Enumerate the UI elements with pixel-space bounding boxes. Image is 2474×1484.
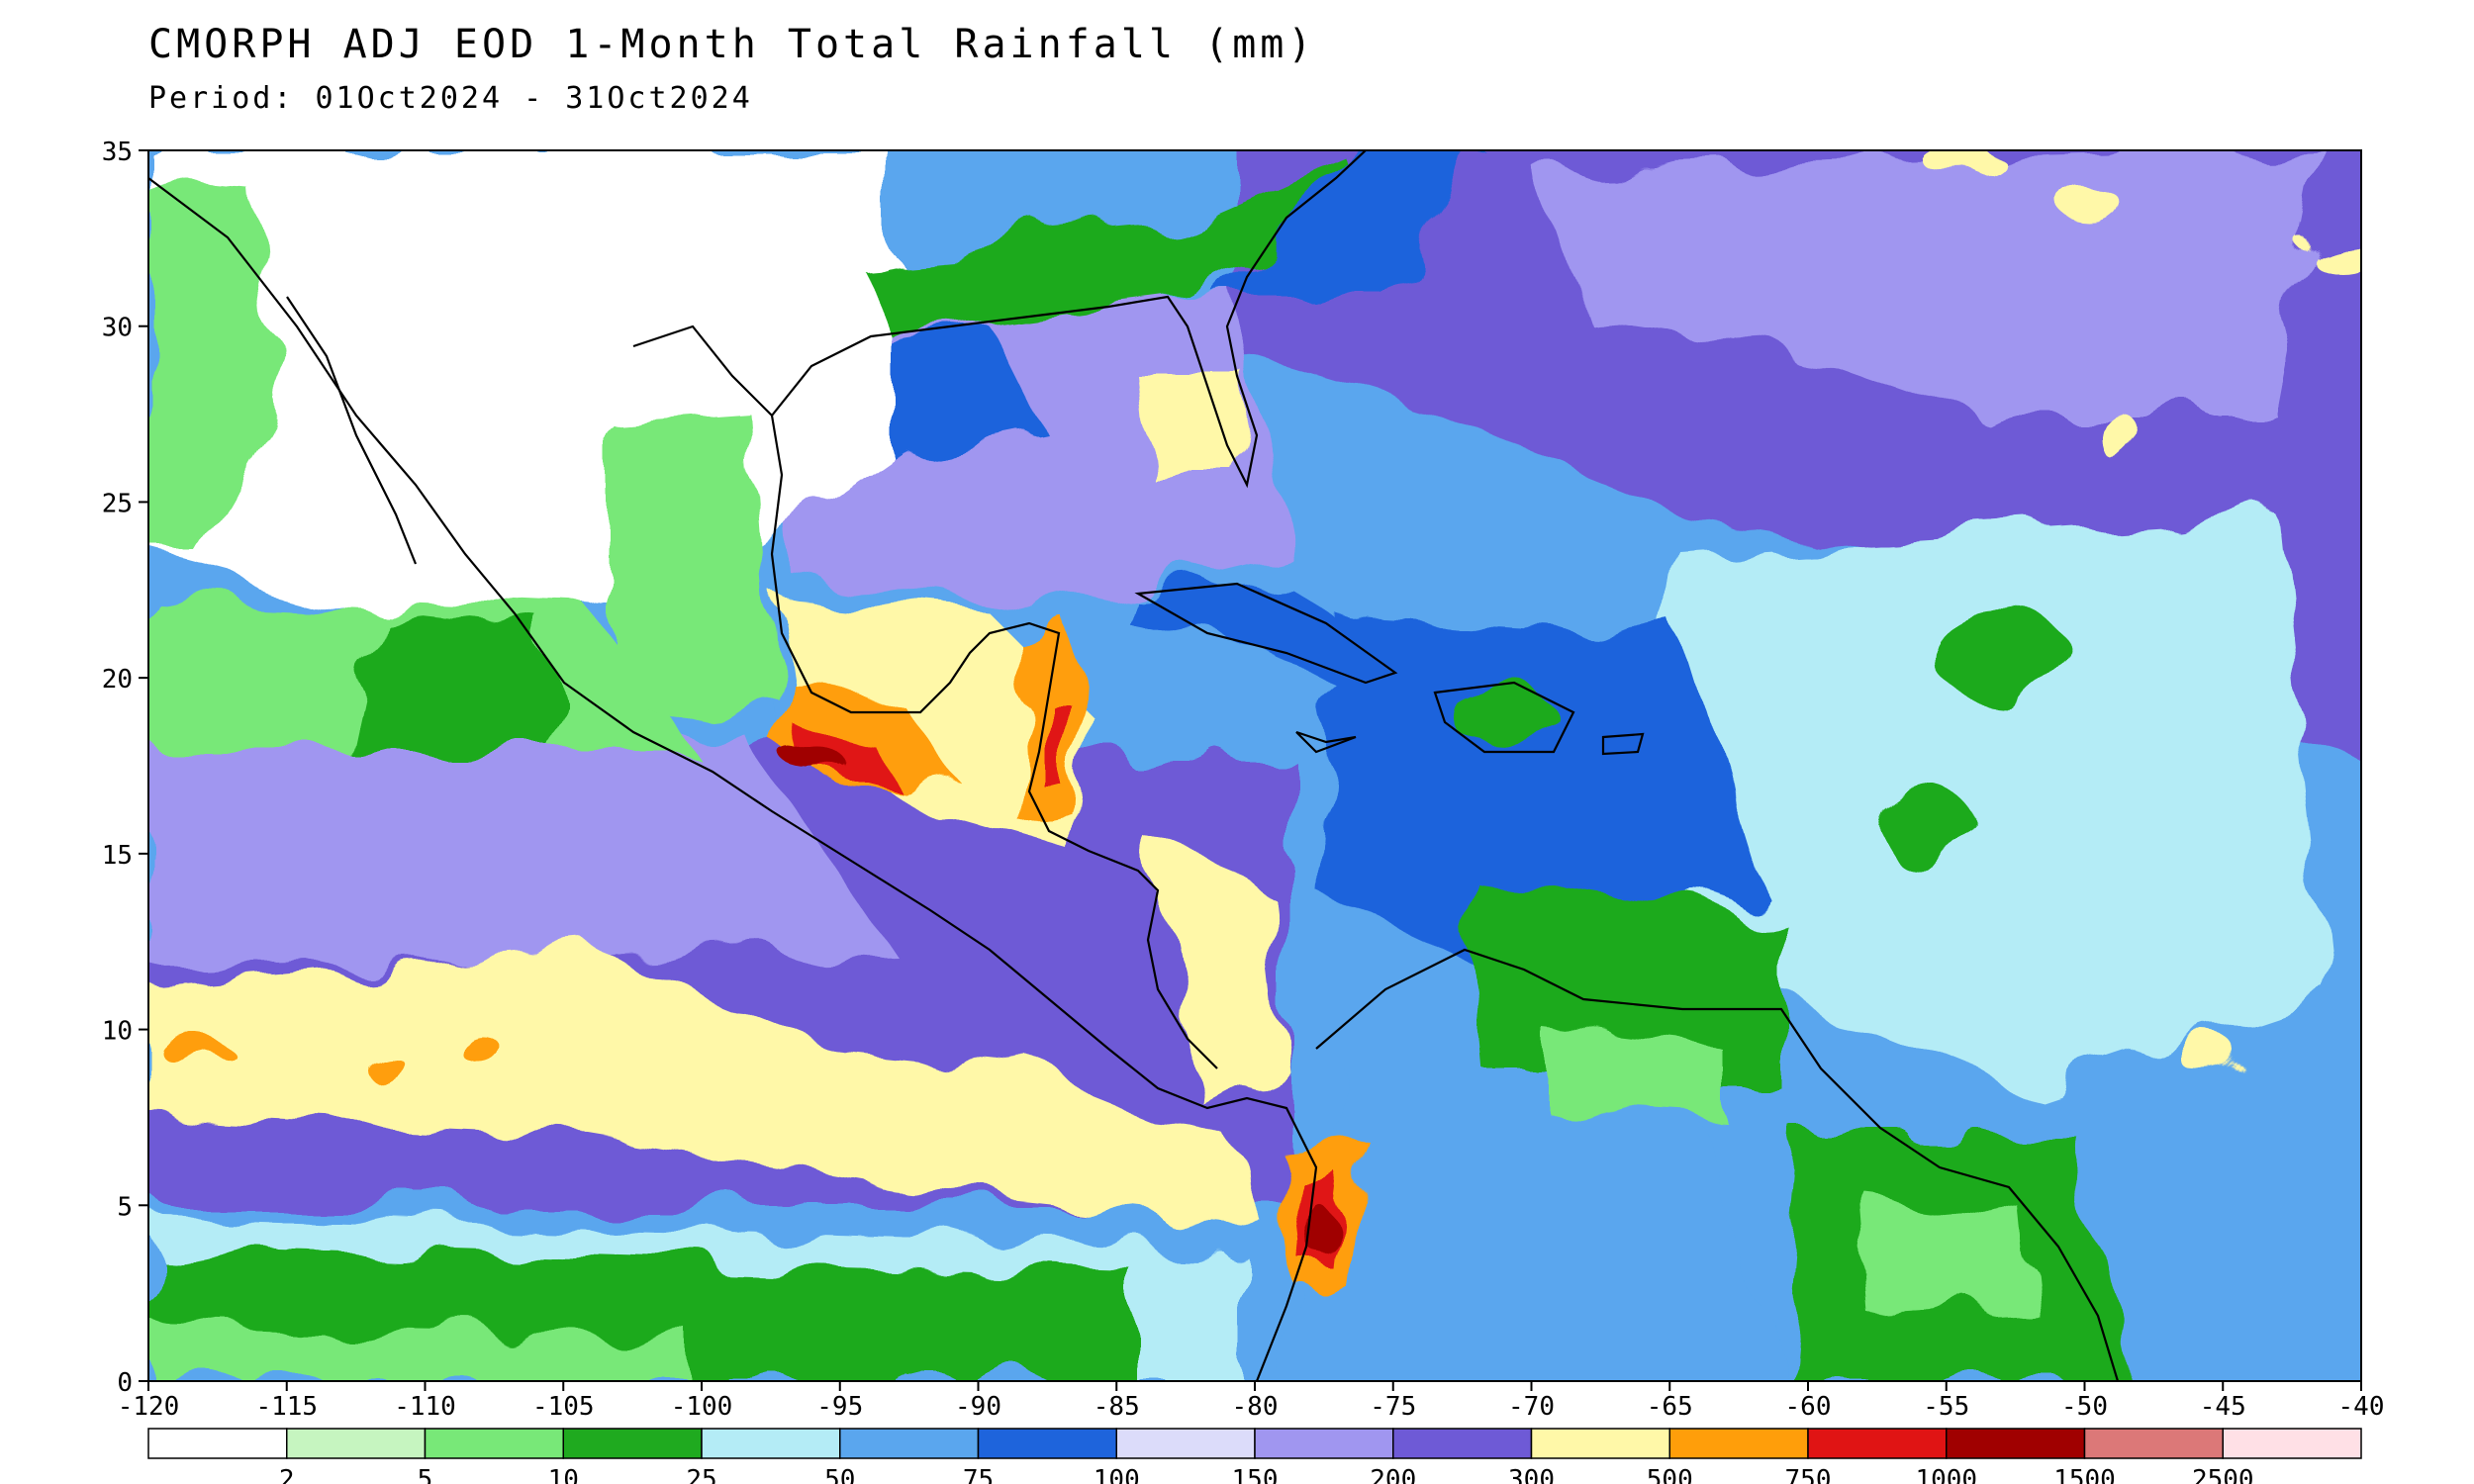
legend-swatch bbox=[147, 1428, 288, 1459]
lat-tick-label: 25 bbox=[102, 489, 133, 518]
legend-swatch bbox=[1254, 1428, 1394, 1459]
lon-tick-label: -75 bbox=[1370, 1392, 1416, 1422]
lat-tick-label: 30 bbox=[102, 314, 133, 343]
lon-tick-label: -105 bbox=[532, 1392, 595, 1422]
lon-tick-label: -60 bbox=[1785, 1392, 1832, 1422]
legend-swatch bbox=[1115, 1428, 1256, 1459]
lon-tick-label: -120 bbox=[118, 1392, 180, 1422]
latitude-axis: 0 5 10 15 20 25 30 35 bbox=[102, 138, 148, 1398]
lon-tick-label: -100 bbox=[671, 1392, 733, 1422]
lon-tick-label: -80 bbox=[1232, 1392, 1279, 1422]
legend-label: 200 bbox=[1370, 1465, 1416, 1484]
legend-swatch bbox=[1946, 1428, 2086, 1459]
lon-tick-label: -50 bbox=[2061, 1392, 2108, 1422]
legend-swatch bbox=[2222, 1428, 2362, 1459]
legend-swatch bbox=[839, 1428, 980, 1459]
lon-tick-label: -70 bbox=[1508, 1392, 1555, 1422]
rainfall-legend: 2 5 10 25 50 75 100 150 200 300 500 750 1000 1500 2500 bbox=[147, 1428, 2362, 1484]
legend-label: 150 bbox=[1232, 1465, 1279, 1484]
lat-tick-label: 10 bbox=[102, 1017, 133, 1047]
legend-label: 50 bbox=[824, 1465, 855, 1484]
legend-swatch bbox=[1392, 1428, 1533, 1459]
lon-tick-label: -85 bbox=[1094, 1392, 1140, 1422]
lon-tick-label: -45 bbox=[2200, 1392, 2246, 1422]
lon-tick-label: -90 bbox=[955, 1392, 1001, 1422]
map-title: CMORPH ADJ EOD 1-Month Total Rainfall (m… bbox=[148, 22, 1316, 67]
legend-swatch bbox=[424, 1428, 564, 1459]
map-period: Period: 01Oct2024 - 31Oct2024 bbox=[148, 81, 753, 116]
legend-label: 300 bbox=[1508, 1465, 1555, 1484]
legend-swatch bbox=[701, 1428, 841, 1459]
lon-tick-label: -115 bbox=[255, 1392, 318, 1422]
lon-tick-label: -65 bbox=[1647, 1392, 1693, 1422]
legend-swatch bbox=[1807, 1428, 1948, 1459]
lat-tick-label: 5 bbox=[117, 1192, 133, 1222]
legend-label: 5 bbox=[418, 1465, 433, 1484]
lon-tick-label: -95 bbox=[816, 1392, 863, 1422]
lat-tick-label: 35 bbox=[102, 138, 133, 167]
legend-label: 2 bbox=[279, 1465, 295, 1484]
legend-label: 500 bbox=[1647, 1465, 1693, 1484]
lon-tick-label: -40 bbox=[2338, 1392, 2385, 1422]
legend-swatch bbox=[1530, 1428, 1670, 1459]
lon-tick-label: -55 bbox=[1923, 1392, 1969, 1422]
longitude-axis: -120 -115 -110 -105 -100 -95 -90 -85 -80 -75 -70 -6… bbox=[118, 1381, 2385, 1422]
lat-tick-label: 20 bbox=[102, 665, 133, 695]
lon-tick-label: -110 bbox=[394, 1392, 456, 1422]
legend-swatch bbox=[2083, 1428, 2224, 1459]
legend-label: 10 bbox=[548, 1465, 579, 1484]
legend-swatch bbox=[1668, 1428, 1809, 1459]
legend-label: 1500 bbox=[2053, 1465, 2116, 1484]
legend-label: 75 bbox=[963, 1465, 994, 1484]
legend-label: 100 bbox=[1094, 1465, 1140, 1484]
legend-label: 1000 bbox=[1915, 1465, 1977, 1484]
legend-label: 750 bbox=[1785, 1465, 1832, 1484]
coastlines bbox=[148, 150, 2120, 1381]
legend-swatch bbox=[562, 1428, 703, 1459]
rainfall-field bbox=[148, 150, 2361, 1381]
lat-tick-label: 15 bbox=[102, 841, 133, 871]
legend-swatch bbox=[286, 1428, 427, 1459]
legend-label: 2500 bbox=[2192, 1465, 2254, 1484]
legend-label: 25 bbox=[686, 1465, 716, 1484]
lat-tick-label: 0 bbox=[117, 1368, 133, 1398]
legend-swatch bbox=[977, 1428, 1117, 1459]
